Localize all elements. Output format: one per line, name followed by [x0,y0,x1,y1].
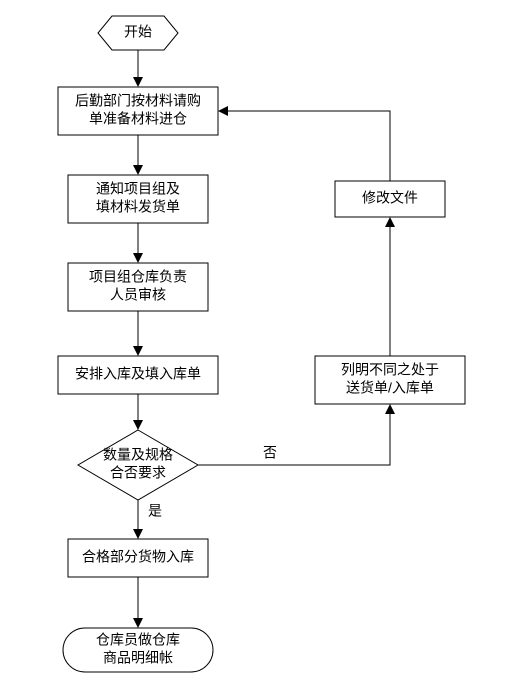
node-end-line0: 仓库员做仓库 [96,632,180,648]
node-r1-line0: 列明不同之处于 [341,362,439,378]
node-end-line1: 商品明细帐 [103,650,173,666]
node-n2: 通知项目组及填材料发货单 [68,175,208,223]
node-r1: 列明不同之处于送货单/入库单 [315,356,465,404]
edge-label: 否 [263,445,277,461]
node-n1: 后勤部门按材料请购单准备材料进仓 [58,87,218,135]
node-decision-line1: 合否要求 [110,465,166,481]
node-n3-line1: 人员审核 [110,287,166,303]
node-n1-line0: 后勤部门按材料请购 [75,93,201,109]
node-r2-line0: 修改文件 [362,190,418,206]
node-n2-line0: 通知项目组及 [96,181,180,197]
flowchart-canvas: 开始后勤部门按材料请购单准备材料进仓通知项目组及填材料发货单项目组仓库负责人员审… [0,0,529,688]
node-n3-line0: 项目组仓库负责 [89,269,187,285]
node-n5-line0: 合格部分货物入库 [82,549,194,565]
node-end: 仓库员做仓库商品明细帐 [63,628,213,672]
node-r1-line1: 送货单/入库单 [346,380,434,396]
node-n2-line1: 填材料发货单 [96,199,180,215]
node-start: 开始 [98,16,178,50]
node-n3: 项目组仓库负责人员审核 [68,263,208,311]
node-decision: 数量及规格合否要求 [78,430,198,500]
node-start-line0: 开始 [124,24,152,40]
node-n5: 合格部分货物入库 [68,539,208,577]
node-n1-line1: 单准备材料进仓 [89,111,187,127]
node-n4: 安排入库及填入库单 [58,356,218,394]
edge-label: 是 [148,503,162,519]
node-n4-line0: 安排入库及填入库单 [75,366,201,382]
node-r2: 修改文件 [335,181,445,217]
node-decision-line0: 数量及规格 [103,447,173,463]
